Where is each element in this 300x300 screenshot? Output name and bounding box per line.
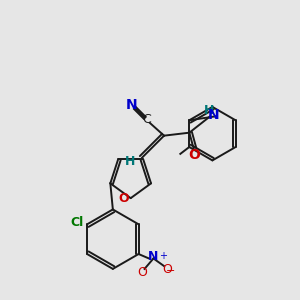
Text: N: N: [148, 250, 159, 263]
Text: H: H: [203, 104, 214, 118]
Text: +: +: [159, 251, 167, 261]
Text: O: O: [119, 192, 130, 205]
Text: −: −: [166, 266, 175, 276]
Text: N: N: [126, 98, 138, 112]
Text: H: H: [125, 155, 136, 168]
Text: O: O: [162, 263, 172, 276]
Text: Cl: Cl: [70, 216, 83, 229]
Text: O: O: [137, 266, 147, 279]
Text: C: C: [142, 113, 151, 126]
Text: N: N: [208, 108, 220, 122]
Text: O: O: [188, 148, 200, 162]
